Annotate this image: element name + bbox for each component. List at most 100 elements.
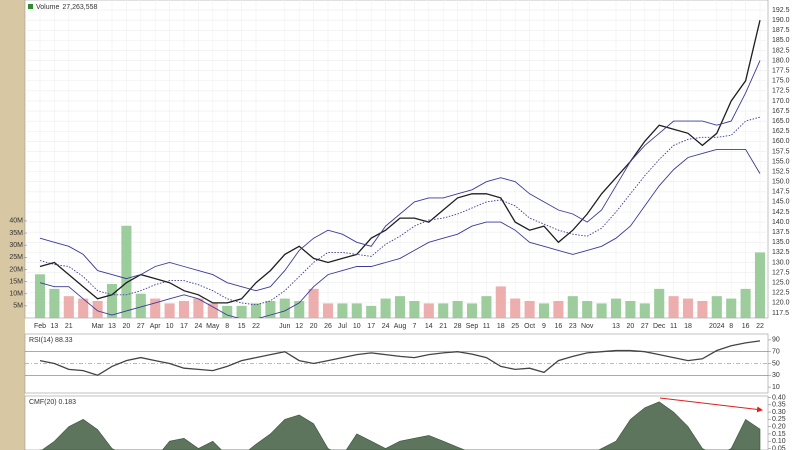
area <box>39 401 761 450</box>
x-tick-label: Nov <box>581 323 594 330</box>
panel-title: CMF(20) 0.183 <box>29 399 76 406</box>
volume-bar <box>726 298 737 318</box>
x-tick-label: 20 <box>310 323 318 330</box>
volume-bar <box>193 298 204 318</box>
volume-bar <box>121 225 132 318</box>
y-tick-label: 117.5 <box>772 310 789 317</box>
y-tick-label: 0.40 <box>772 394 786 401</box>
plot-layer: 117.5 120.0 122.5 125.0 127.5 130.0 132.5 135.0… <box>9 0 790 450</box>
x-tick-label: Aug <box>394 323 407 330</box>
x-tick-label: 15 <box>238 323 246 330</box>
y2-tick-label: 15M <box>9 278 23 285</box>
divergence-line <box>659 397 763 413</box>
volume-bar <box>236 305 247 318</box>
y-tick-label: 10 <box>772 384 780 391</box>
volume-bar <box>92 301 103 318</box>
x-tick-label: 23 <box>569 323 577 330</box>
y-tick-label: 130.0 <box>772 259 790 266</box>
volume-bar <box>596 303 607 318</box>
volume-bar <box>308 288 319 318</box>
y-tick-label: 30 <box>772 372 780 379</box>
y-tick-label: 0.30 <box>772 409 786 416</box>
x-tick-label: 9 <box>542 323 546 330</box>
y-tick-label: 162.5 <box>772 128 790 135</box>
y-tick-label: 192.5 <box>772 7 790 14</box>
volume-bar <box>394 296 406 318</box>
x-tick-label: May <box>206 323 220 330</box>
y-tick-label: 182.5 <box>772 47 790 54</box>
y2-tick-label: 20M <box>9 266 23 273</box>
y-tick-label: 0.35 <box>772 402 786 409</box>
volume-bar <box>754 252 766 318</box>
line <box>39 148 761 318</box>
volume-bar <box>538 303 550 318</box>
y2-tick-label: 25M <box>9 254 23 261</box>
y-tick-label: 127.5 <box>772 269 790 276</box>
y2-tick-label: 40M <box>9 218 23 225</box>
line <box>39 340 761 377</box>
volume-bar <box>322 303 334 318</box>
volume-bar <box>265 301 276 318</box>
volume-bar <box>740 288 751 318</box>
y-tick-label: 147.5 <box>772 189 790 196</box>
y-tick-label: 0.20 <box>772 423 786 430</box>
y-tick-label: 170.0 <box>772 98 790 105</box>
x-tick-label: 12 <box>295 323 303 330</box>
x-tick-label: 22 <box>756 323 764 330</box>
volume-bar <box>366 305 377 318</box>
y-tick-label: 175.0 <box>772 78 790 85</box>
volume-bar <box>567 296 578 318</box>
volume-bar <box>625 301 636 318</box>
legend-value: 27,263,558 <box>62 4 97 11</box>
volume-bar <box>668 296 679 318</box>
volume-bar <box>337 303 348 318</box>
y-tick-label: 135.0 <box>772 239 790 246</box>
x-tick-label: 27 <box>137 323 145 330</box>
x-tick-label: 22 <box>252 323 260 330</box>
y-tick-label: 90 <box>772 337 780 344</box>
x-tick-label: Dec <box>653 323 666 330</box>
volume-bar <box>452 301 463 318</box>
y-tick-label: 0.15 <box>772 431 786 438</box>
y-tick-label: 0.05 <box>772 445 786 450</box>
y2-tick-label: 5M <box>13 303 23 310</box>
volume-bar <box>106 284 118 318</box>
legend-swatch <box>28 4 33 9</box>
x-tick-label: 16 <box>742 323 750 330</box>
x-tick-label: Oct <box>524 323 535 330</box>
volume-bar <box>610 298 622 318</box>
middle-band <box>39 116 761 306</box>
volume-bar <box>409 301 420 318</box>
x-tick-label: 24 <box>382 323 390 330</box>
volume-bar <box>654 288 665 318</box>
x-tick-label: 8 <box>225 323 229 330</box>
y-tick-label: 155.0 <box>772 158 790 165</box>
y-tick-label: 125.0 <box>772 280 790 287</box>
x-tick-label: 24 <box>195 323 203 330</box>
y-tick-label: 157.5 <box>772 148 790 155</box>
y-tick-label: 172.5 <box>772 88 790 95</box>
x-tick-label: 7 <box>412 323 416 330</box>
volume-bar <box>164 303 175 318</box>
line <box>39 60 761 292</box>
x-tick-label: 21 <box>439 323 447 330</box>
left-strip <box>0 0 25 450</box>
volume-bar <box>510 298 521 318</box>
x-tick-label: Jul <box>338 323 347 330</box>
panel-layer <box>25 340 768 377</box>
volume-bar <box>351 303 362 318</box>
x-tick-label: 8 <box>729 323 733 330</box>
volume-bar <box>524 301 535 318</box>
x-tick-label: Mar <box>92 323 105 330</box>
y-tick-label: 0.10 <box>772 438 786 445</box>
volume-bar <box>178 301 190 318</box>
y-tick-label: 50 <box>772 360 780 367</box>
y-tick-label: 122.5 <box>772 290 790 297</box>
x-tick-label: Feb <box>34 323 46 330</box>
y-tick-label: 120.0 <box>772 300 790 307</box>
x-tick-label: 25 <box>511 323 519 330</box>
volume-bar <box>697 301 708 318</box>
y-tick-label: 70 <box>772 349 780 356</box>
